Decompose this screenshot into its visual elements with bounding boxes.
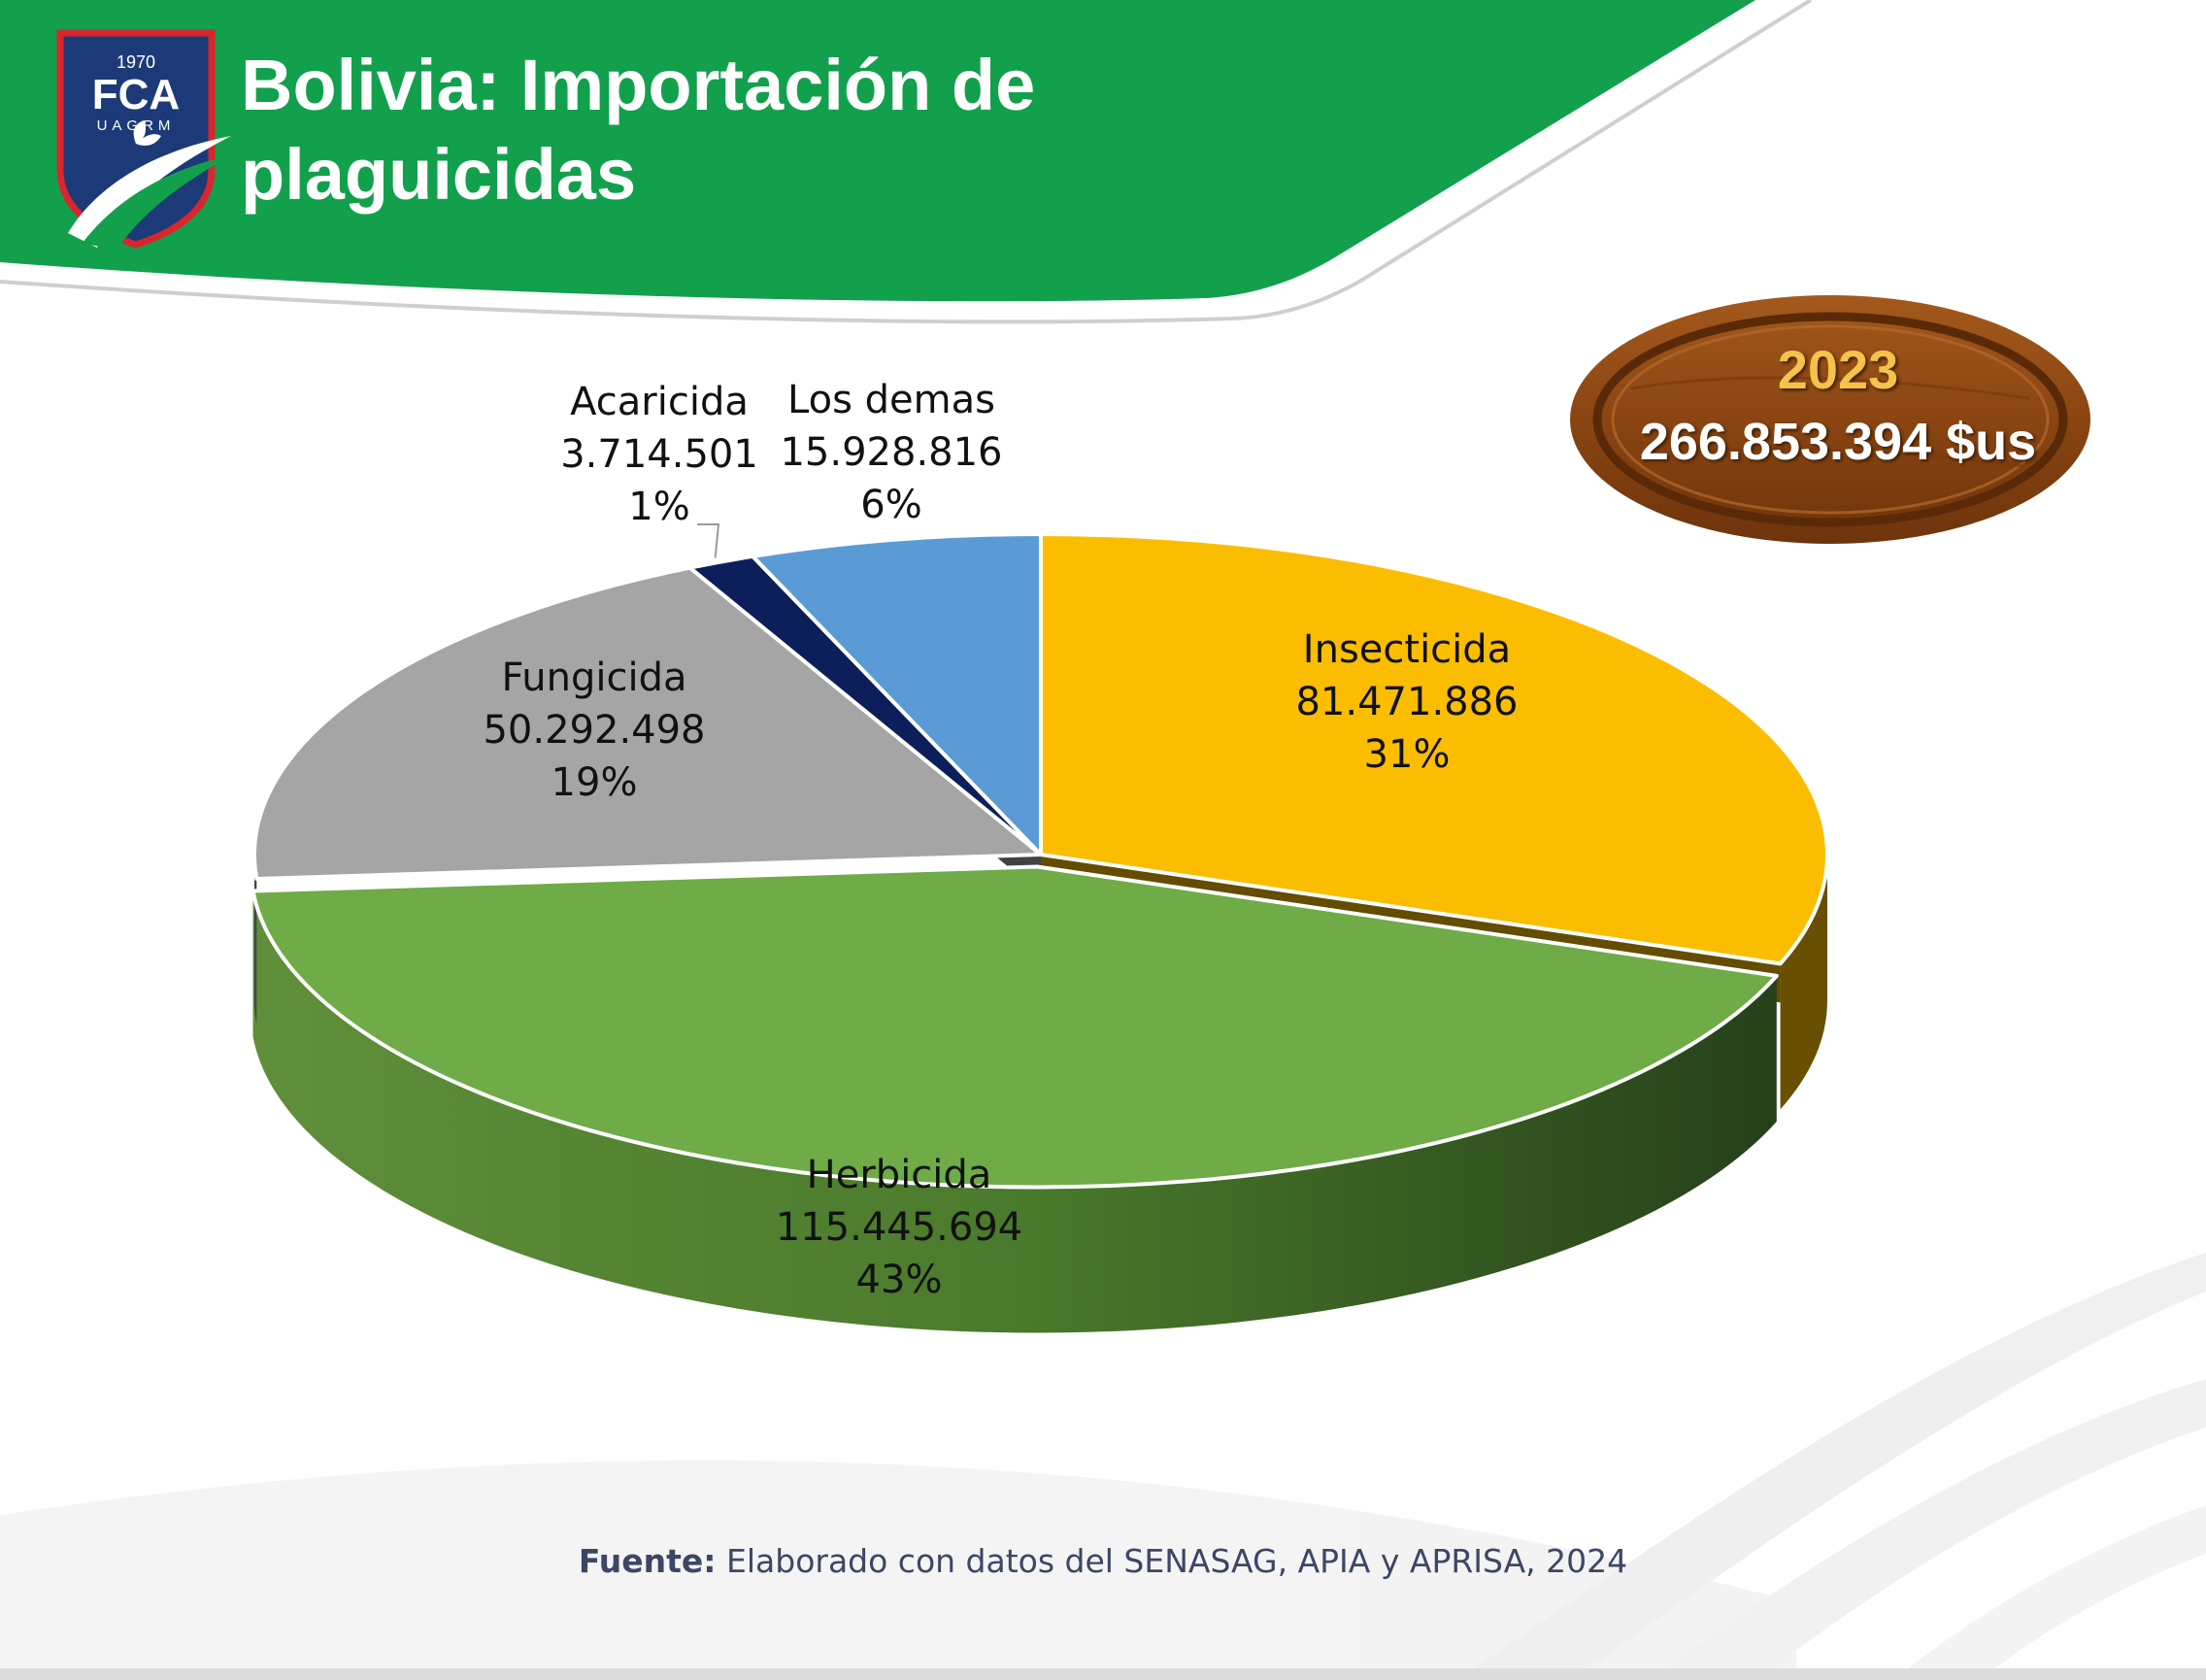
label-fungicida-value: 50.292.498 [483, 708, 706, 753]
label-los-demas: Los demas 15.928.816 6% [780, 374, 1002, 531]
leader-line-acaricida [697, 523, 720, 558]
source-note: Fuente: Elaborado con datos del SENASAG,… [0, 1542, 2206, 1580]
source-label: Fuente: [578, 1542, 717, 1580]
label-insecticida-value: 81.471.886 [1295, 680, 1519, 724]
header-divider [0, 0, 1813, 324]
pie-slice-fungicida [252, 565, 1043, 882]
label-fungicida-percent: 19% [551, 760, 638, 805]
label-insecticida: Insecticida 81.471.886 31% [1295, 623, 1518, 781]
label-los-demas-name: Los demas [787, 378, 995, 422]
label-herbicida-name: Herbicida [806, 1153, 992, 1197]
label-insecticida-percent: 31% [1363, 732, 1451, 777]
pie-slice-herbicida [251, 864, 1779, 1190]
label-herbicida-percent: 43% [855, 1258, 943, 1302]
badge-total: 266.853.394 $us [1639, 413, 2037, 471]
label-acaricida: Acaricida 3.714.501 1% [560, 376, 758, 533]
label-acaricida-percent: 1% [628, 485, 690, 529]
pie-side-insecticida [1780, 855, 1827, 1110]
pie-slice-insecticida [1039, 532, 1829, 966]
label-los-demas-value: 15.928.816 [780, 430, 1003, 475]
badge-year: 2023 [1777, 339, 1899, 400]
label-herbicida-value: 115.445.694 [775, 1205, 1023, 1250]
page-title: Bolivia: Importación de plaguicidas [241, 41, 1035, 219]
label-fungicida: Fungicida 50.292.498 19% [483, 652, 705, 809]
label-acaricida-value: 3.714.501 [560, 432, 758, 477]
logo-year: 1970 [117, 52, 155, 72]
label-insecticida-name: Insecticida [1302, 627, 1512, 672]
source-text: Elaborado con datos del SENASAG, APIA y … [726, 1542, 1628, 1580]
pie-side-herbicida [252, 890, 1777, 1333]
background-swooshes [0, 1253, 2206, 1680]
label-fungicida-name: Fungicida [501, 655, 687, 700]
fca-logo: 1970 FCA UAGRM [56, 29, 231, 251]
label-herbicida: Herbicida 115.445.694 43% [776, 1149, 1022, 1306]
total-badge [1570, 295, 2090, 544]
label-acaricida-name: Acaricida [570, 380, 749, 424]
bottom-bar [0, 1668, 2206, 1680]
header-band [0, 0, 1755, 302]
title-line-2: plaguicidas [241, 134, 637, 215]
pie-slice-los_demas [751, 532, 1043, 857]
logo-initials: FCA [92, 71, 180, 118]
title-line-1: Bolivia: Importación de [241, 45, 1036, 125]
label-los-demas-percent: 6% [860, 483, 922, 527]
logo-subtitle: UAGRM [97, 118, 176, 134]
pie-chart [251, 523, 1829, 1333]
